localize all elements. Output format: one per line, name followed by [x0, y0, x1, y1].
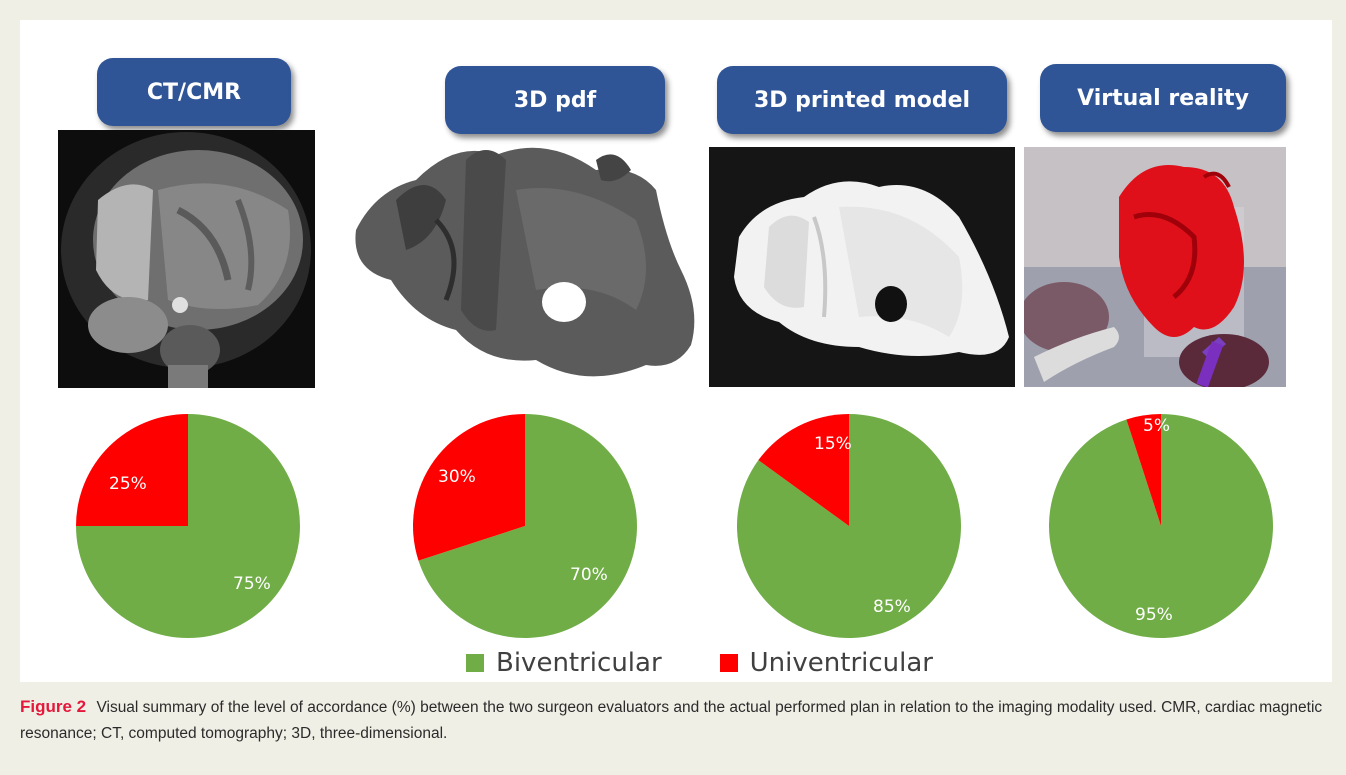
legend-item-biventricular: Biventricular	[466, 648, 662, 678]
modality-label-3d-pdf: 3D pdf	[445, 66, 665, 134]
3d-printed-model-photo	[709, 147, 1015, 387]
legend-swatch-biventricular	[466, 654, 484, 672]
modality-label-3d-printed-model: 3D printed model	[717, 66, 1007, 134]
pie-chart-ct-cmr: 25% 75%	[76, 414, 300, 638]
pie-slice-univentricular	[758, 414, 849, 526]
pie-chart-3d-printed-model: 15% 85%	[737, 414, 961, 638]
pie-label-univentricular: 5%	[1143, 416, 1170, 436]
pie-label-biventricular: 95%	[1135, 605, 1173, 625]
pie-label-biventricular: 85%	[873, 597, 911, 617]
legend-item-univentricular: Univentricular	[719, 648, 933, 678]
pie-label-biventricular: 70%	[570, 565, 608, 585]
virtual-reality-screenshot	[1024, 147, 1286, 387]
pie-label-univentricular: 15%	[814, 434, 852, 454]
pie-chart-virtual-reality: 5% 95%	[1049, 414, 1273, 638]
figure-caption: Figure 2 Visual summary of the level of …	[20, 694, 1326, 747]
legend: Biventricular Univentricular	[466, 648, 991, 678]
caption-text: Visual summary of the level of accordanc…	[20, 699, 1323, 742]
3d-pdf-heart-render	[336, 130, 711, 395]
ct-scan-image	[58, 130, 315, 388]
legend-swatch-univentricular	[719, 654, 738, 672]
pie-slice-biventricular	[418, 414, 637, 638]
pie-label-univentricular: 30%	[438, 467, 476, 487]
pie-label-univentricular: 25%	[109, 474, 147, 494]
pie-slice-univentricular	[413, 414, 525, 561]
modality-label-virtual-reality: Virtual reality	[1040, 64, 1286, 132]
pie-slice-univentricular	[1126, 414, 1161, 526]
pie-chart-3d-pdf: 30% 70%	[413, 414, 637, 638]
pie-slice-univentricular	[76, 414, 188, 526]
pie-label-biventricular: 75%	[233, 574, 271, 594]
modality-label-ct-cmr: CT/CMR	[97, 58, 291, 126]
figure-label: Figure 2	[20, 697, 87, 716]
legend-label-biventricular: Biventricular	[496, 648, 662, 678]
legend-label-univentricular: Univentricular	[749, 648, 933, 678]
